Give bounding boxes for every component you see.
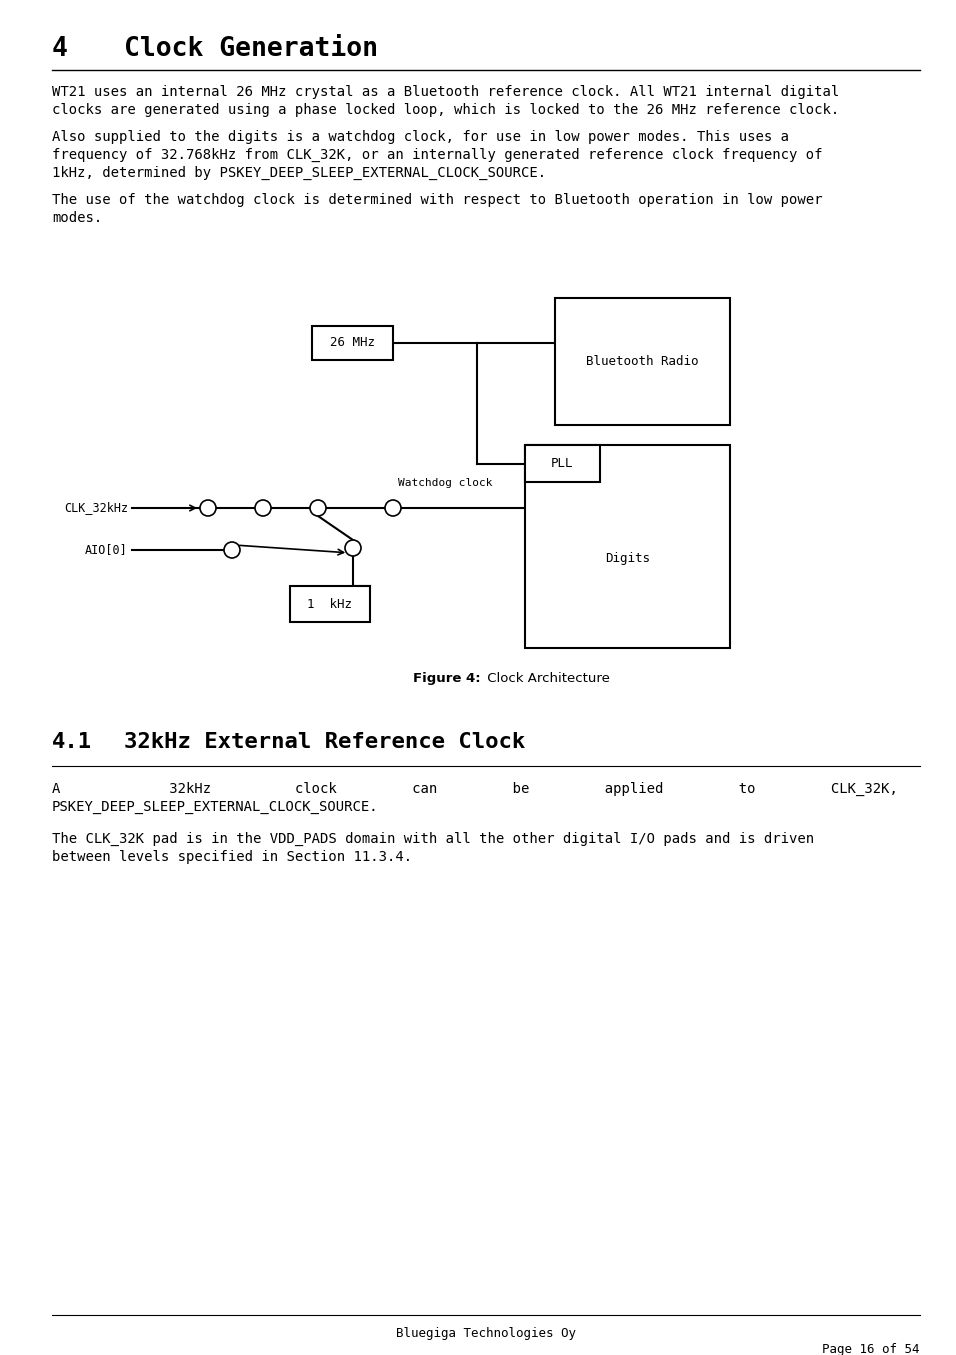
Text: Bluegiga Technologies Oy: Bluegiga Technologies Oy: [396, 1327, 576, 1340]
Circle shape: [310, 500, 326, 516]
Circle shape: [224, 542, 240, 558]
Text: WT21 uses an internal 26 MHz crystal as a Bluetooth reference clock. All WT21 in: WT21 uses an internal 26 MHz crystal as …: [52, 85, 839, 99]
Text: 4.1: 4.1: [52, 732, 92, 752]
Text: Digits: Digits: [605, 551, 650, 565]
Bar: [312, 327, 393, 360]
Bar: [525, 444, 600, 482]
Bar: [525, 444, 730, 648]
Text: frequency of 32.768kHz from CLK_32K, or an internally generated reference clock : frequency of 32.768kHz from CLK_32K, or …: [52, 148, 822, 163]
Text: 4: 4: [52, 37, 68, 62]
Text: Page 16 of 54: Page 16 of 54: [822, 1343, 920, 1355]
Text: Clock Architecture: Clock Architecture: [483, 672, 610, 686]
Text: CLK_32kHz: CLK_32kHz: [64, 501, 128, 515]
Text: The use of the watchdog clock is determined with respect to Bluetooth operation : The use of the watchdog clock is determi…: [52, 192, 822, 207]
Circle shape: [385, 500, 401, 516]
Text: between levels specified in Section 11.3.4.: between levels specified in Section 11.3…: [52, 850, 412, 864]
Text: Clock Generation: Clock Generation: [124, 37, 378, 62]
Text: Also supplied to the digits is a watchdog clock, for use in low power modes. Thi: Also supplied to the digits is a watchdo…: [52, 130, 789, 144]
Text: 1  kHz: 1 kHz: [308, 598, 353, 611]
Text: Watchdog clock: Watchdog clock: [398, 478, 492, 488]
Text: AIO[0]: AIO[0]: [85, 543, 128, 557]
Text: PLL: PLL: [552, 457, 574, 470]
Text: Figure 4:: Figure 4:: [413, 672, 481, 686]
Text: clocks are generated using a phase locked loop, which is locked to the 26 MHz re: clocks are generated using a phase locke…: [52, 103, 839, 117]
Text: A             32kHz          clock         can         be         applied       : A 32kHz clock can be applied: [52, 782, 956, 797]
Text: 1kHz, determined by PSKEY_DEEP_SLEEP_EXTERNAL_CLOCK_SOURCE.: 1kHz, determined by PSKEY_DEEP_SLEEP_EXT…: [52, 167, 546, 180]
Bar: [290, 585, 370, 622]
Circle shape: [255, 500, 271, 516]
Circle shape: [200, 500, 216, 516]
Text: Bluetooth Radio: Bluetooth Radio: [586, 355, 699, 369]
Text: 26 MHz: 26 MHz: [330, 336, 375, 350]
Text: modes.: modes.: [52, 211, 102, 225]
Text: PSKEY_DEEP_SLEEP_EXTERNAL_CLOCK_SOURCE.: PSKEY_DEEP_SLEEP_EXTERNAL_CLOCK_SOURCE.: [52, 799, 379, 814]
Bar: [555, 298, 730, 425]
Text: 32kHz External Reference Clock: 32kHz External Reference Clock: [124, 732, 525, 752]
Circle shape: [345, 541, 361, 556]
Text: The CLK_32K pad is in the VDD_PADS domain with all the other digital I/O pads an: The CLK_32K pad is in the VDD_PADS domai…: [52, 832, 815, 846]
